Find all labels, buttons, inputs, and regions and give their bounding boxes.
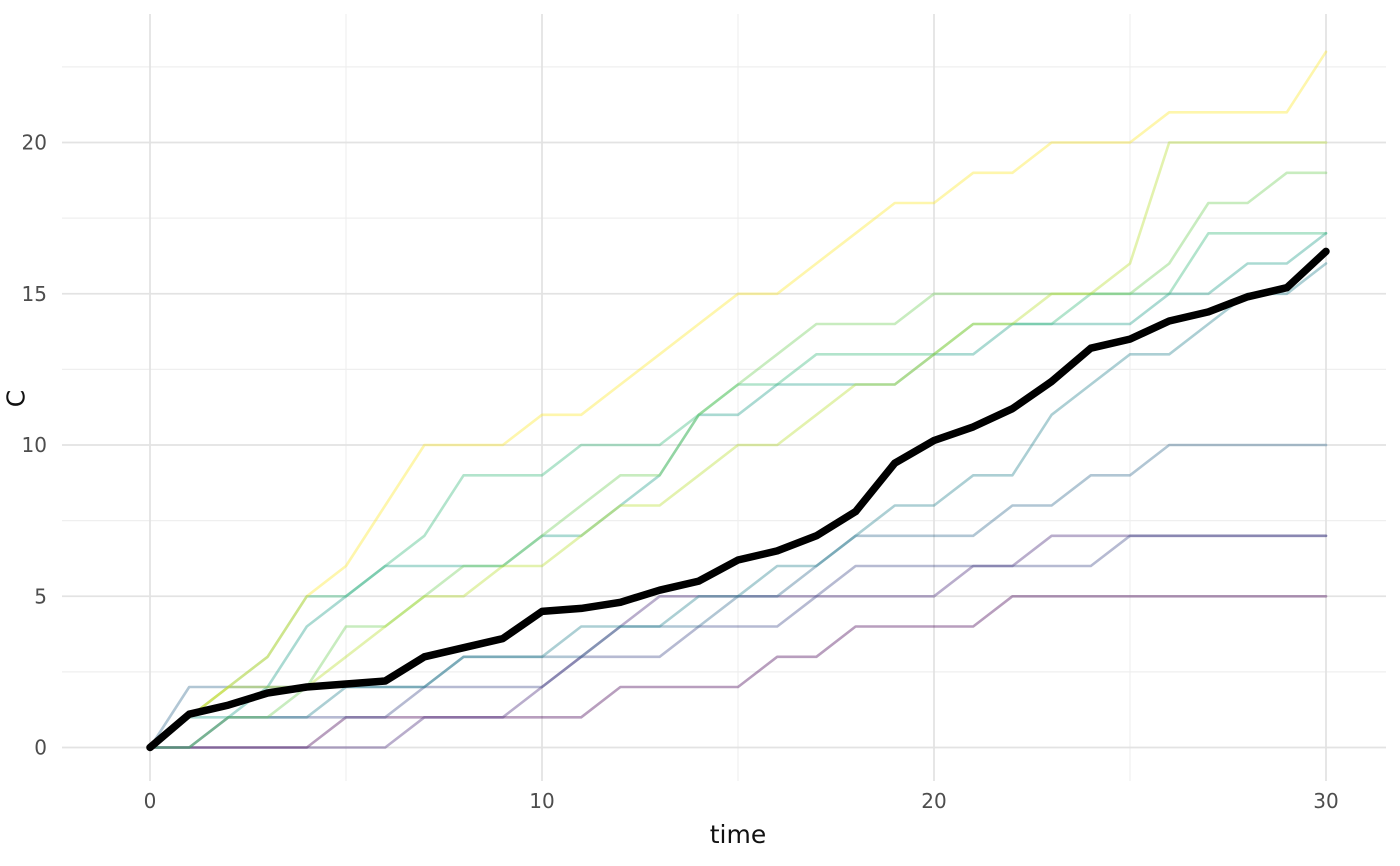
series-line-path-9: [148, 141, 1328, 749]
y-tick-label: 0: [34, 736, 47, 760]
y-tick-label: 15: [22, 282, 47, 306]
series-line-path-7: [148, 232, 1328, 749]
y-axis-title: C: [1, 389, 31, 408]
x-tick-label: 0: [144, 789, 157, 813]
series-line-path-2: [148, 534, 1328, 749]
x-axis-title: time: [709, 820, 767, 849]
mean-line: [146, 247, 1330, 752]
series-line-path-8: [148, 171, 1328, 749]
x-tick-label: 30: [1313, 789, 1338, 813]
series-line-path-10: [148, 50, 1328, 749]
series-line-path-6: [148, 232, 1328, 749]
y-tick-label: 5: [34, 584, 47, 608]
y-tick-label: 10: [22, 433, 47, 457]
x-tick-label: 10: [529, 789, 554, 813]
series-line-path-1: [148, 595, 1328, 749]
x-tick-label: 20: [921, 789, 946, 813]
series-line-path-3: [148, 534, 1328, 749]
y-tick-label: 20: [22, 131, 47, 155]
